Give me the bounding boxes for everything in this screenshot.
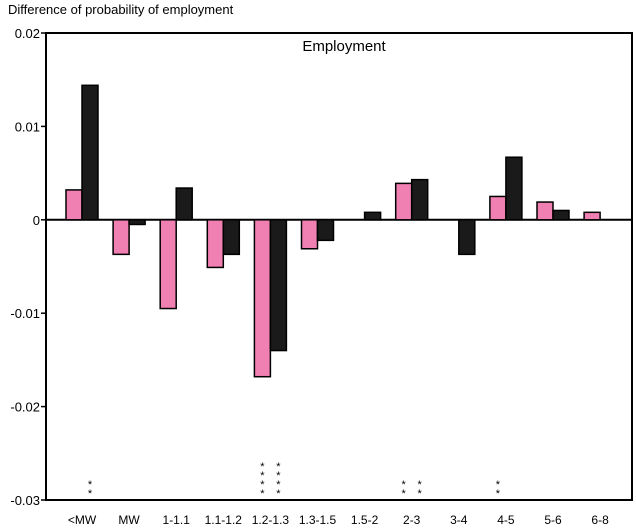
y-tick-label: -0.01 <box>10 306 40 321</box>
bar <box>129 220 145 225</box>
x-tick-label: 6-8 <box>591 513 609 527</box>
bar <box>302 220 318 249</box>
bar <box>584 212 600 219</box>
bar <box>113 220 129 255</box>
bar <box>82 85 98 219</box>
significance-star: * <box>260 461 265 473</box>
bar <box>318 220 334 241</box>
bar <box>490 196 506 219</box>
bar <box>365 212 381 219</box>
chart-title: Employment <box>302 38 386 55</box>
plot-frame <box>46 33 632 500</box>
significance-star: * <box>418 479 423 491</box>
bar <box>553 210 569 219</box>
y-tick-label: -0.02 <box>10 400 40 415</box>
x-tick-label: 4-5 <box>497 513 515 527</box>
bar <box>396 183 412 219</box>
x-tick-label: 1.1-1.2 <box>205 513 243 527</box>
x-tick-label: 1-1.1 <box>163 513 191 527</box>
x-tick-label: 1.2-1.3 <box>252 513 290 527</box>
bar <box>160 220 176 309</box>
y-tick-label: 0.02 <box>15 26 40 41</box>
bar <box>223 220 239 255</box>
x-tick-label: <MW <box>68 513 97 527</box>
x-tick-label: 5-6 <box>544 513 562 527</box>
bar <box>506 157 522 220</box>
bar <box>66 190 82 220</box>
significance-star: * <box>496 479 501 491</box>
significance-star: * <box>88 479 93 491</box>
y-tick-label: 0.01 <box>15 119 40 134</box>
x-tick-label: 1.3-1.5 <box>299 513 337 527</box>
bar <box>459 220 475 255</box>
y-tick-label: -0.03 <box>10 493 40 508</box>
bar <box>254 220 270 377</box>
bar <box>207 220 223 268</box>
significance-star: * <box>276 461 281 473</box>
x-tick-label: 1.5-2 <box>351 513 379 527</box>
bar <box>176 188 192 220</box>
bar <box>537 202 553 220</box>
y-tick-label: 0 <box>33 213 40 228</box>
x-tick-label: 3-4 <box>450 513 468 527</box>
x-tick-label: MW <box>118 513 140 527</box>
significance-star: * <box>402 479 407 491</box>
bar <box>412 180 428 220</box>
bar <box>270 220 286 351</box>
x-tick-label: 2-3 <box>403 513 421 527</box>
